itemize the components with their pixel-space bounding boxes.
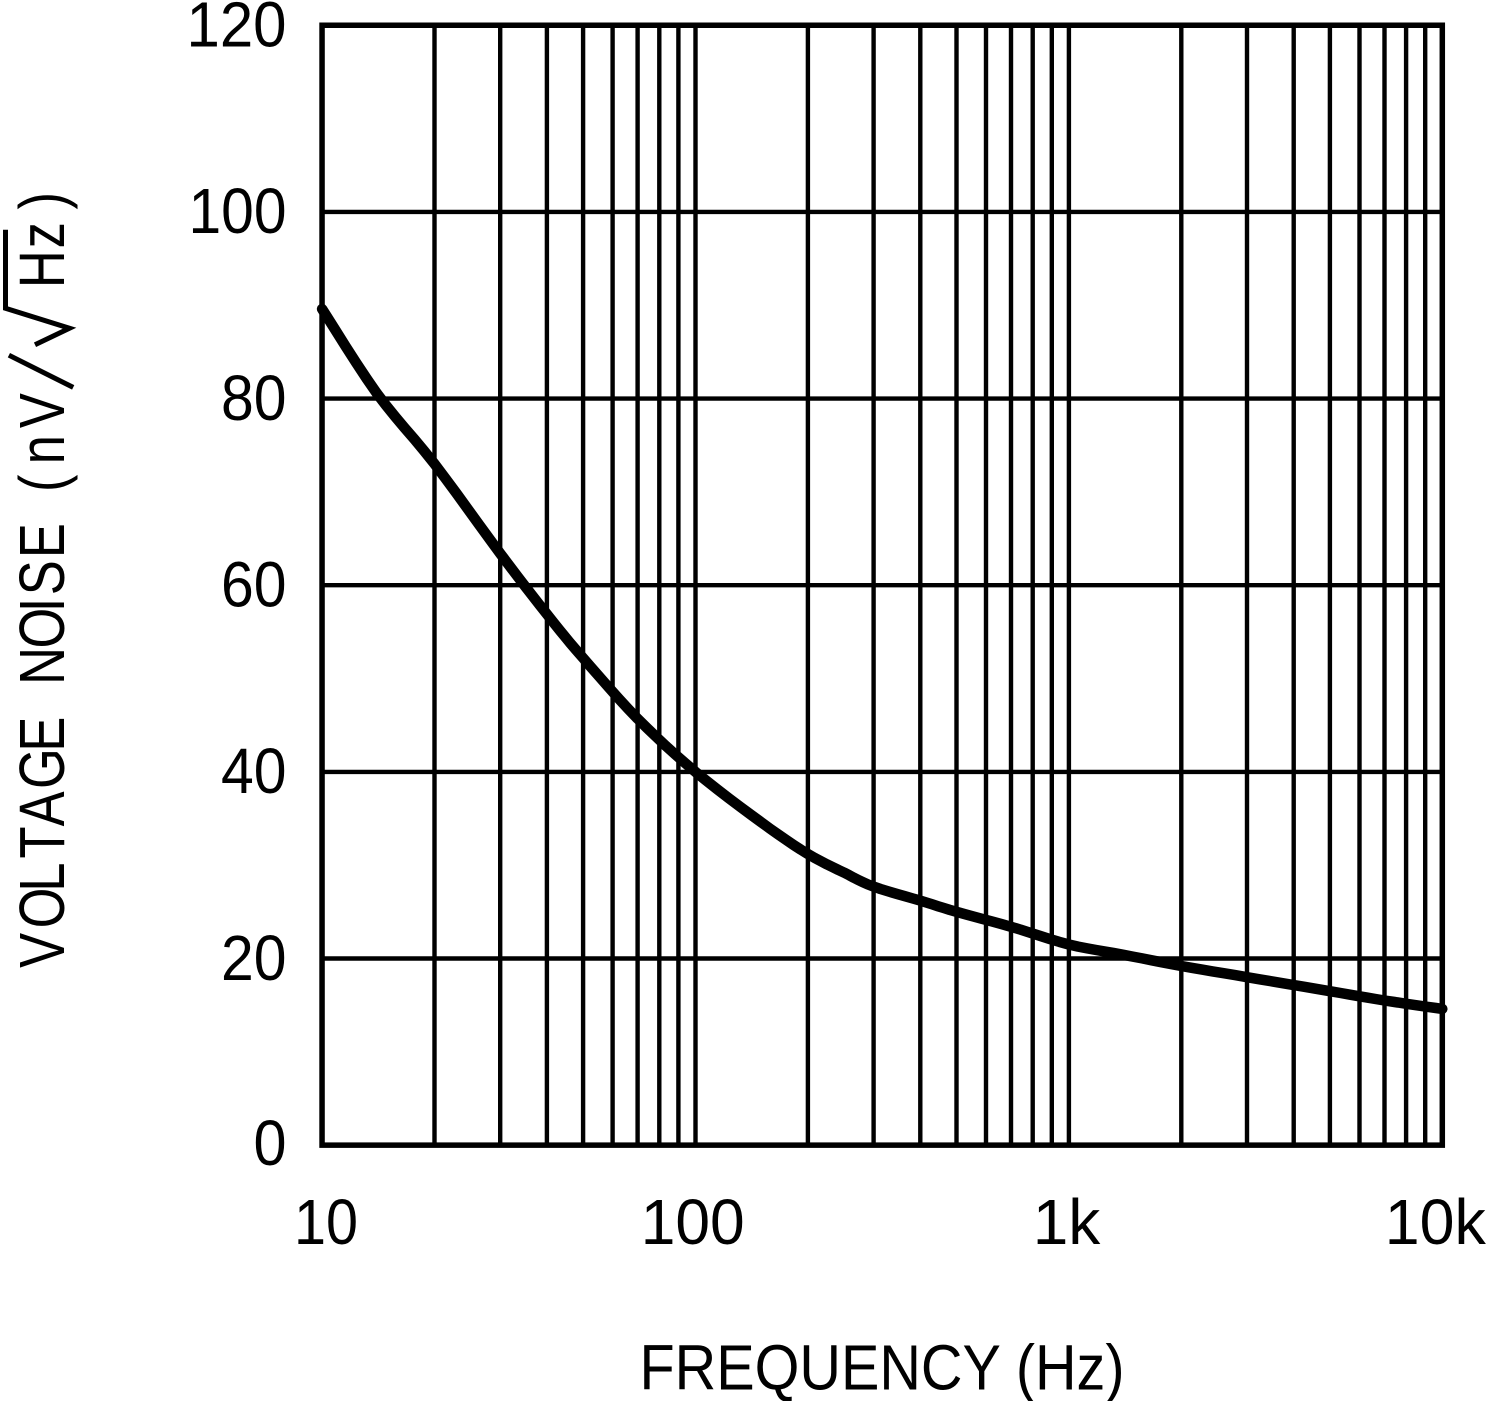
svg-text:0: 0	[254, 1107, 287, 1179]
svg-text:10: 10	[294, 1186, 358, 1258]
svg-text:1k: 1k	[1033, 1186, 1102, 1258]
svg-text:100: 100	[189, 175, 287, 247]
svg-text:80: 80	[221, 362, 287, 434]
svg-text:100: 100	[641, 1186, 745, 1258]
svg-text:10k: 10k	[1385, 1186, 1487, 1258]
svg-text:40: 40	[221, 735, 287, 807]
svg-text:60: 60	[221, 549, 287, 621]
svg-text:120: 120	[187, 0, 287, 61]
svg-text:20: 20	[221, 922, 287, 994]
svg-text:FREQUENCY (Hz): FREQUENCY (Hz)	[640, 1332, 1125, 1401]
